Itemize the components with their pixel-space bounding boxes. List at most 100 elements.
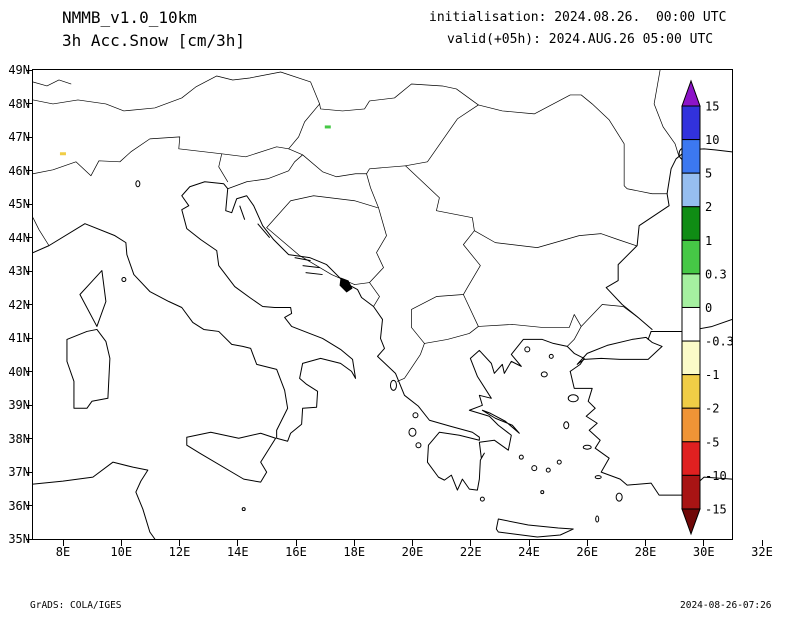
creation-timestamp: 2024-08-26-07:26 — [680, 600, 772, 611]
island-corsica — [79, 270, 107, 327]
colorbar-segment — [681, 407, 701, 443]
colorbar-label: -5 — [705, 435, 719, 449]
island-pag — [257, 223, 271, 238]
island-limnos — [540, 371, 548, 378]
border-bosnia-north — [266, 195, 378, 229]
lat-tick-label: 48N — [8, 96, 30, 111]
snow-data-mark — [59, 152, 66, 156]
colorbar-segment — [681, 306, 701, 342]
lon-tick — [179, 540, 180, 546]
lat-tick-label: 47N — [8, 130, 30, 144]
lon-tick — [703, 540, 705, 546]
lon-tick-label: 24E — [518, 545, 540, 559]
colorbar-segment — [681, 206, 701, 241]
lat-tick-label: 49N — [8, 63, 30, 77]
kotor-bay-blob — [339, 277, 353, 293]
bosphorus — [647, 330, 652, 340]
snow-data-marks — [59, 125, 331, 156]
colorbar-top-arrow — [681, 79, 701, 107]
island-sicily — [186, 431, 277, 483]
island-kefalonia — [408, 427, 417, 437]
border-germany-north — [33, 79, 72, 87]
lake-garda — [135, 180, 141, 188]
lon-tick-label: 18E — [343, 545, 366, 559]
island-elba — [121, 277, 127, 283]
lat-tick — [26, 371, 32, 372]
lon-tick-label: 32E — [751, 545, 773, 559]
island-brac — [294, 257, 311, 262]
colorbar-label: 2 — [705, 200, 712, 214]
border-france-italy — [33, 217, 50, 246]
lat-tick-label: 37N — [8, 465, 30, 479]
lat-tick — [26, 270, 32, 272]
island-euboea — [481, 409, 520, 434]
snow-data-mark — [324, 125, 331, 129]
island-kos — [594, 475, 602, 480]
island-kythira — [479, 496, 485, 502]
colorbar-label: 1 — [705, 234, 712, 248]
border-slovenia-croatia — [227, 148, 303, 190]
island-hvar — [302, 265, 320, 269]
colorbar-segment — [681, 474, 701, 510]
lon-tick — [470, 540, 472, 546]
island-rhodes — [615, 492, 623, 502]
island-samothraki — [548, 353, 554, 359]
lat-tick-label: 43N — [8, 264, 30, 278]
lon-tick — [412, 540, 413, 546]
lon-tick — [353, 540, 355, 546]
lat-tick — [26, 438, 32, 439]
field-title: 3h Acc.Snow [cm/3h] — [62, 31, 246, 50]
colorbar-label: -2 — [705, 402, 719, 416]
lon-tick — [761, 540, 763, 546]
lon-tick-label: 16E — [285, 545, 307, 559]
lon-tick-label: 8E — [55, 545, 71, 559]
colorbar-segment — [681, 105, 701, 141]
lat-tick — [26, 237, 32, 238]
lon-tick-label: 28E — [634, 545, 657, 559]
lat-tick — [26, 69, 32, 71]
island-malta — [241, 507, 246, 512]
colorbar-segment — [681, 239, 701, 275]
island-lesbos — [567, 394, 579, 403]
lat-tick-label: 44N — [8, 230, 30, 245]
island-lefkada — [412, 412, 419, 419]
lat-tick — [26, 103, 32, 104]
border-montenegro-albania — [369, 282, 380, 307]
island-chios — [563, 421, 570, 430]
colorbar-segment — [681, 441, 701, 476]
lat-tick-label: 39N — [8, 398, 30, 412]
border-bosnia-south — [266, 227, 355, 285]
border-austria-hungary — [221, 103, 320, 158]
lon-tick-label: 10E — [110, 545, 133, 559]
lon-tick-label: 26E — [576, 545, 599, 559]
island-cyclades-1 — [518, 454, 524, 460]
border-croatia-serbia — [366, 173, 379, 209]
border-hungary-croatia — [302, 154, 406, 178]
lon-tick-label: 30E — [692, 545, 715, 559]
colorbar-label: -10 — [705, 469, 727, 483]
colorbar-segment — [681, 340, 701, 376]
lat-tick — [26, 203, 32, 205]
island-sardinia — [66, 328, 111, 409]
lat-tick — [26, 505, 32, 506]
border-bosnia-serbia — [354, 207, 387, 285]
island-samos — [582, 444, 592, 450]
border-greece-turkey-evros — [566, 326, 582, 347]
coast-north-africa — [33, 461, 156, 539]
border-serbia-macedonia-albania — [411, 230, 481, 344]
colorbar-label: 5 — [705, 167, 712, 181]
border-central-europe — [33, 71, 479, 112]
lat-tick-label: 38N — [8, 431, 30, 446]
border-alps — [33, 136, 229, 183]
island-cyclades-4 — [556, 459, 562, 465]
valid-time: valid(+05h): 2024.AUG.26 05:00 UTC — [447, 32, 714, 47]
border-albania-greece — [397, 343, 425, 382]
lat-tick — [26, 170, 32, 171]
sea-of-marmara — [576, 336, 663, 365]
lon-tick — [528, 540, 530, 546]
lat-tick — [26, 304, 32, 305]
colorbar-segment — [681, 374, 701, 409]
island-crete — [495, 518, 574, 538]
lat-tick — [26, 136, 32, 138]
